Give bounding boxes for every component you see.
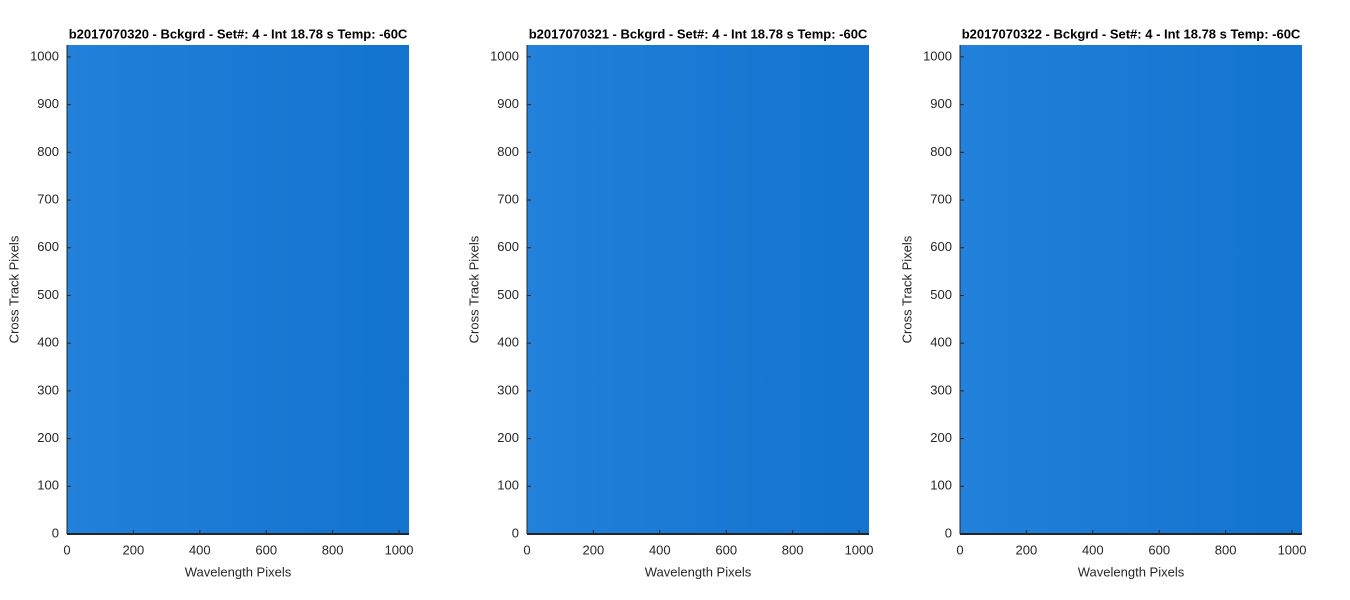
y-axis-label: Cross Track Pixels (6, 235, 21, 343)
x-axis-label: Wavelength Pixels (185, 564, 292, 579)
x-tick-label: 800 (322, 542, 344, 557)
x-tick-label: 800 (782, 542, 804, 557)
y-tick-label: 700 (930, 191, 952, 206)
x-tick-label: 400 (649, 542, 671, 557)
y-tick-label: 400 (497, 335, 519, 350)
y-tick-label: 0 (52, 525, 59, 540)
x-tick-label: 200 (1016, 542, 1038, 557)
y-tick-label: 500 (37, 287, 59, 302)
y-tick-label: 400 (37, 335, 59, 350)
y-tick-label: 900 (497, 96, 519, 111)
x-axis-label: Wavelength Pixels (1078, 564, 1185, 579)
x-tick-label: 0 (956, 542, 963, 557)
x-tick-label: 0 (63, 542, 70, 557)
y-tick-label: 1000 (490, 48, 519, 63)
y-tick-label: 800 (930, 144, 952, 159)
y-tick-label: 700 (497, 191, 519, 206)
x-tick-label: 1000 (385, 542, 414, 557)
image-shade (67, 45, 409, 534)
x-tick-label: 1000 (845, 542, 874, 557)
y-tick-label: 200 (37, 430, 59, 445)
y-tick-label: 300 (497, 382, 519, 397)
y-tick-label: 200 (497, 430, 519, 445)
y-tick-label: 800 (37, 144, 59, 159)
x-tick-label: 600 (255, 542, 277, 557)
x-tick-label: 600 (715, 542, 737, 557)
y-tick-label: 100 (497, 478, 519, 493)
x-tick-label: 400 (1082, 542, 1104, 557)
y-axis-label: Cross Track Pixels (899, 235, 914, 343)
y-tick-label: 100 (37, 478, 59, 493)
y-tick-label: 300 (930, 382, 952, 397)
x-tick-label: 1000 (1278, 542, 1307, 557)
x-tick-label: 400 (189, 542, 211, 557)
x-tick-label: 600 (1148, 542, 1170, 557)
y-axis-label: Cross Track Pixels (466, 235, 481, 343)
image-shade (527, 45, 869, 534)
x-axis-label: Wavelength Pixels (645, 564, 752, 579)
x-tick-label: 200 (583, 542, 605, 557)
y-tick-label: 100 (930, 478, 952, 493)
y-tick-label: 1000 (923, 48, 952, 63)
y-tick-label: 0 (945, 525, 952, 540)
x-tick-label: 200 (123, 542, 145, 557)
y-tick-label: 500 (497, 287, 519, 302)
y-tick-label: 700 (37, 191, 59, 206)
y-tick-label: 600 (930, 239, 952, 254)
y-tick-label: 900 (930, 96, 952, 111)
y-tick-label: 900 (37, 96, 59, 111)
y-tick-label: 200 (930, 430, 952, 445)
y-tick-label: 400 (930, 335, 952, 350)
x-tick-label: 800 (1215, 542, 1237, 557)
y-tick-label: 300 (37, 382, 59, 397)
x-tick-label: 0 (523, 542, 530, 557)
image-shade (960, 45, 1302, 534)
y-tick-label: 600 (37, 239, 59, 254)
chart-title: b2017070320 - Bckgrd - Set#: 4 - Int 18.… (69, 26, 408, 41)
y-tick-label: 0 (512, 525, 519, 540)
chart-title: b2017070321 - Bckgrd - Set#: 4 - Int 18.… (529, 26, 868, 41)
y-tick-label: 600 (497, 239, 519, 254)
y-tick-label: 1000 (30, 48, 59, 63)
y-tick-label: 500 (930, 287, 952, 302)
chart-title: b2017070322 - Bckgrd - Set#: 4 - Int 18.… (962, 26, 1301, 41)
y-tick-label: 800 (497, 144, 519, 159)
